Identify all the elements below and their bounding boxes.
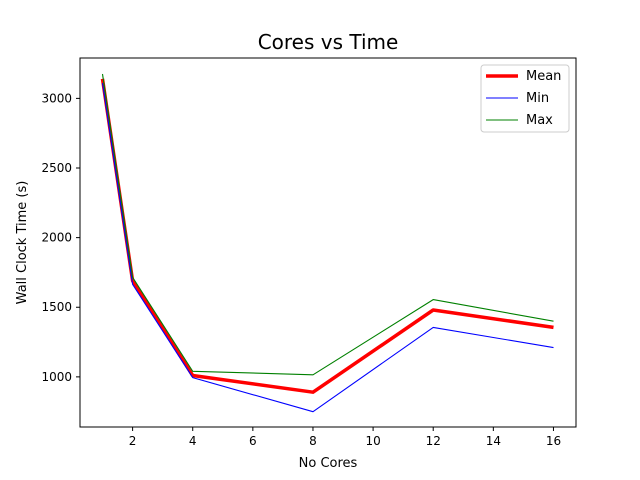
x-tick-label: 4 — [189, 434, 197, 448]
y-axis-ticks: 1000 1500 2000 2500 3000 — [41, 91, 80, 384]
y-tick-label: 1500 — [41, 300, 72, 314]
x-tick-label: 12 — [426, 434, 441, 448]
series-line-min — [101, 83, 554, 413]
y-tick-label: 2000 — [41, 231, 72, 245]
series-line-max — [101, 73, 554, 376]
x-tick-label: 14 — [486, 434, 501, 448]
y-axis-label: Wall Clock Time (s) — [15, 181, 30, 305]
legend-box — [480, 64, 570, 133]
x-tick-label: 16 — [546, 434, 561, 448]
y-tick-label: 2500 — [41, 161, 72, 175]
legend-label-min: Min — [526, 91, 549, 106]
x-tick-label: 2 — [129, 434, 137, 448]
x-tick-label: 10 — [365, 434, 380, 448]
x-axis-label: No Cores — [299, 456, 358, 471]
series-layer — [100, 73, 554, 413]
y-tick-label: 1000 — [41, 370, 72, 384]
x-axis-ticks: 2 4 6 8 10 12 14 16 — [129, 427, 561, 448]
legend-label-max: Max — [526, 113, 553, 128]
legend: Mean Min Max — [480, 64, 570, 133]
y-tick-label: 3000 — [41, 91, 72, 105]
legend-label-mean: Mean — [526, 69, 561, 84]
x-tick-label: 6 — [249, 434, 257, 448]
x-tick-label: 8 — [309, 434, 317, 448]
chart-title: Cores vs Time — [258, 30, 399, 54]
